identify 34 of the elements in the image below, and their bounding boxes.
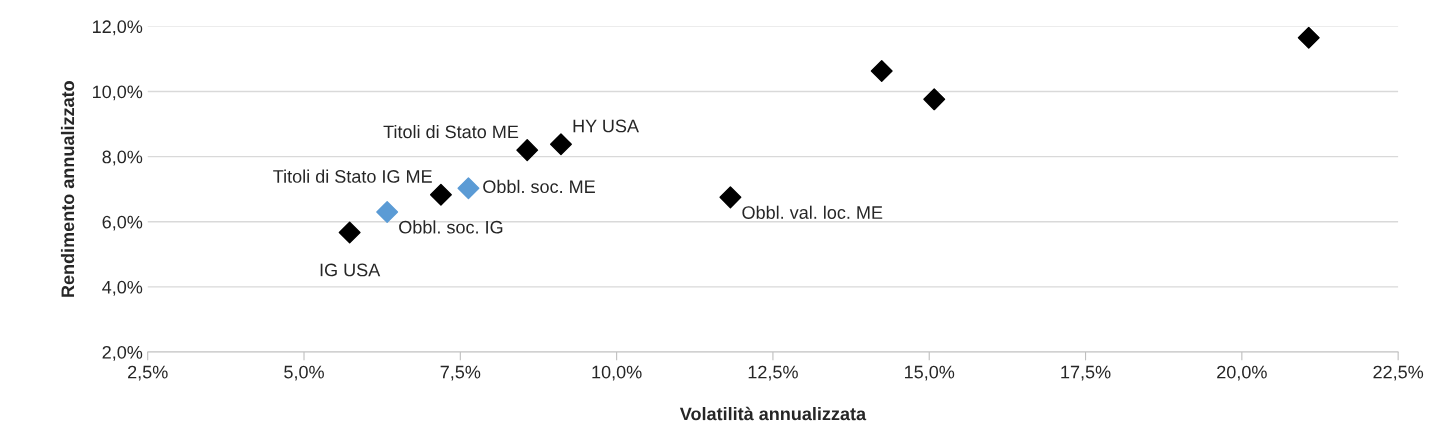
x-tick-label: 12,5% <box>748 365 798 381</box>
point <box>429 183 452 206</box>
annotation: IG USA <box>320 263 381 277</box>
x-tick-label: 15,0% <box>905 365 955 381</box>
point <box>1297 26 1320 49</box>
y-tick-label: 8,0% <box>102 150 143 166</box>
annotation: Titoli di Stato ME <box>383 124 519 139</box>
y-tick-label: 6,0% <box>102 215 143 231</box>
x-tick-label: 17,5% <box>1061 365 1111 381</box>
annotation: Titoli di Stato IG ME <box>273 169 432 183</box>
point <box>719 186 742 209</box>
annotation: Obbl. val. loc. ME <box>742 205 883 219</box>
x-tick-label: 10,0% <box>592 365 642 381</box>
y-tick-label: 12,0% <box>93 20 143 36</box>
y-tick-label: 2,0% <box>102 345 143 361</box>
x-tick-label: 20,0% <box>1217 365 1267 381</box>
annotation: Obbl. soc. ME <box>483 179 595 194</box>
point <box>870 60 893 83</box>
annotation: HY USA <box>573 119 639 133</box>
point <box>457 177 480 200</box>
y-axis-title: Rendimento annualizzato <box>60 81 75 297</box>
x-tick-label: 5,0% <box>284 365 324 381</box>
x-tick-label: 7,5% <box>440 365 481 381</box>
point <box>549 133 572 156</box>
point <box>376 200 399 223</box>
x-tick-label: 22,5% <box>1373 365 1424 381</box>
point <box>923 88 946 111</box>
annotation: Obbl. soc. IG <box>399 220 503 234</box>
point <box>338 221 361 244</box>
y-tick-label: 4,0% <box>102 280 143 296</box>
x-tick-label: 2,5% <box>128 365 168 381</box>
point <box>516 139 539 162</box>
x-axis-title: Volatilità annualizzata <box>679 406 867 421</box>
y-tick-label: 10,0% <box>93 85 143 101</box>
